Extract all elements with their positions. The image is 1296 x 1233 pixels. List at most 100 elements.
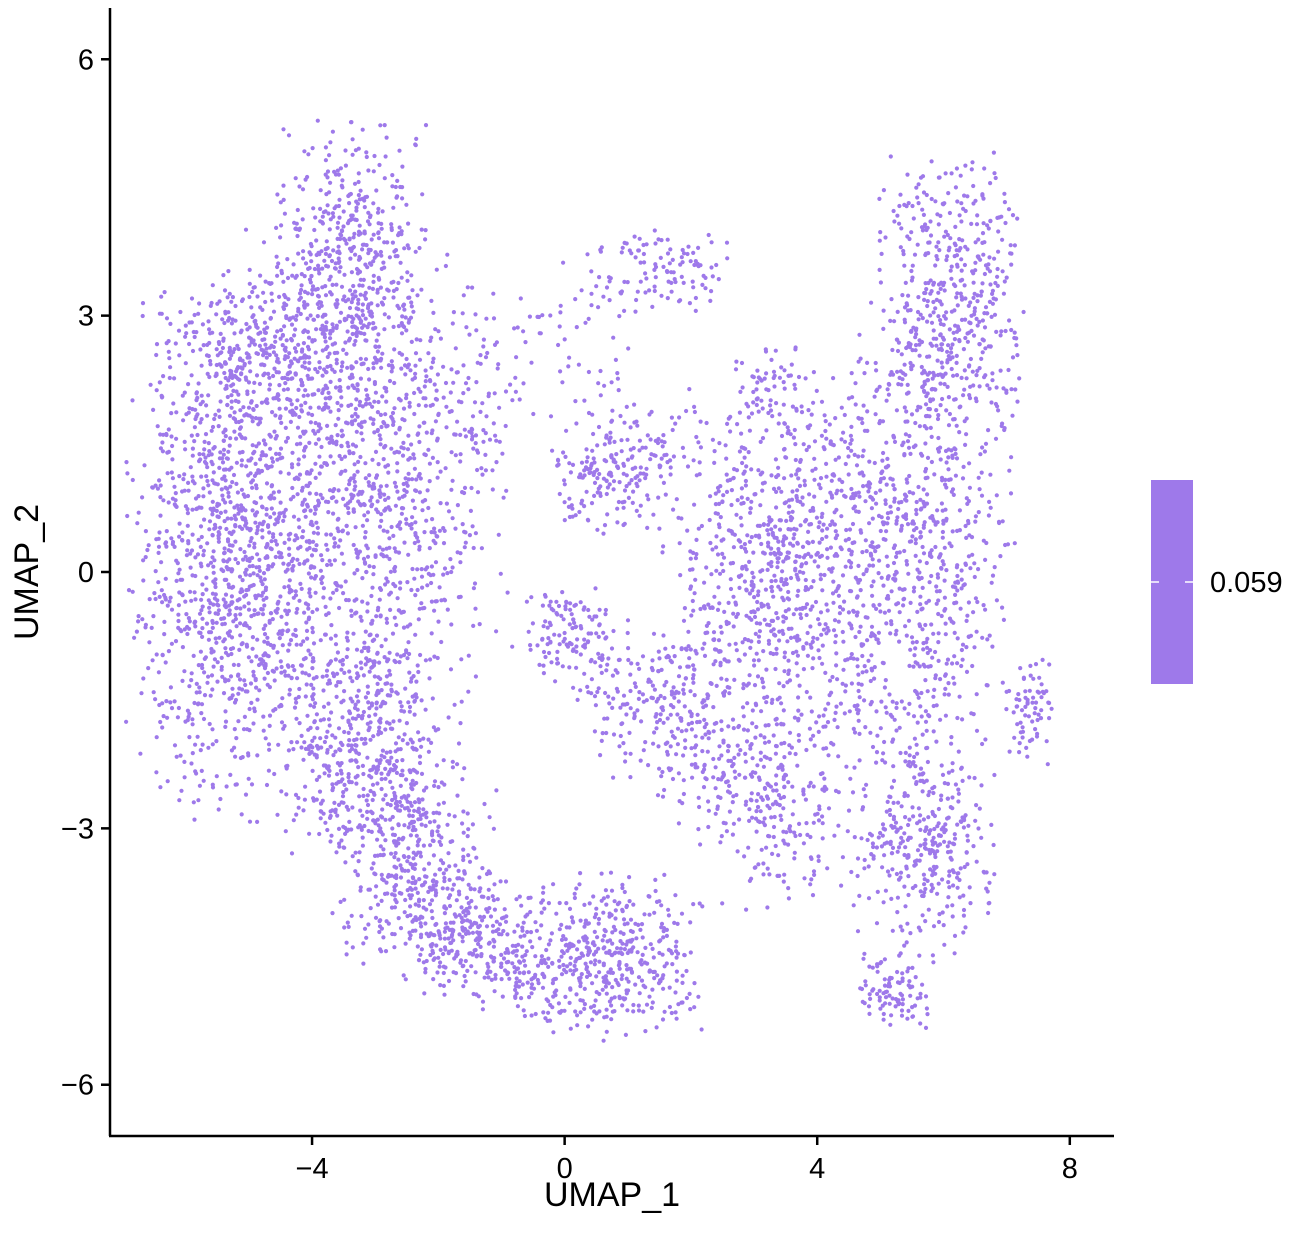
scatter-point (292, 333, 297, 338)
scatter-point (512, 970, 517, 975)
scatter-point (353, 702, 358, 707)
scatter-point (452, 814, 457, 819)
scatter-point (292, 668, 297, 673)
scatter-point (405, 278, 410, 283)
scatter-point (375, 287, 380, 292)
scatter-point (220, 674, 225, 679)
scatter-point (316, 263, 321, 268)
scatter-point (609, 888, 615, 893)
scatter-point (313, 367, 318, 372)
scatter-point (259, 657, 264, 662)
scatter-point (399, 366, 404, 371)
scatter-point (594, 906, 599, 911)
scatter-point (254, 324, 259, 329)
scatter-point (365, 690, 371, 696)
scatter-point (518, 934, 523, 939)
scatter-point (224, 526, 229, 532)
scatter-point (616, 963, 622, 968)
scatter-point (398, 783, 403, 789)
scatter-point (653, 888, 658, 894)
scatter-point (266, 523, 271, 528)
scatter-point (399, 704, 404, 709)
scatter-point (491, 421, 496, 426)
scatter-point (294, 716, 299, 721)
scatter-point (302, 797, 307, 802)
scatter-point (477, 875, 482, 880)
scatter-point (296, 805, 301, 810)
scatter-point (400, 323, 406, 328)
scatter-point (318, 568, 323, 573)
scatter-point (360, 127, 365, 132)
scatter-point (526, 629, 531, 634)
scatter-point (342, 729, 347, 735)
scatter-point (182, 439, 187, 444)
scatter-point (259, 362, 264, 367)
scatter-point (631, 1002, 636, 1008)
scatter-point (471, 545, 476, 551)
scatter-point (204, 403, 209, 408)
scatter-point (389, 359, 394, 364)
scatter-point (364, 387, 369, 392)
scatter-point (643, 945, 648, 951)
scatter-point (321, 595, 326, 600)
scatter-point (328, 336, 333, 341)
scatter-point (320, 221, 325, 226)
scatter-point (231, 662, 236, 668)
scatter-point (286, 748, 291, 753)
scatter-point (400, 453, 406, 458)
scatter-point (381, 935, 386, 940)
scatter-point (458, 459, 463, 464)
scatter-point (660, 952, 665, 957)
scatter-point (363, 461, 368, 466)
scatter-point (234, 369, 239, 374)
scatter-point (521, 971, 527, 976)
scatter-point (382, 445, 387, 450)
scatter-point (587, 901, 592, 906)
scatter-point (204, 575, 209, 580)
scatter-point (471, 623, 476, 629)
scatter-point (231, 472, 237, 478)
scatter-point (368, 788, 373, 794)
scatter-point (257, 343, 262, 348)
scatter-point (448, 920, 453, 925)
scatter-point (153, 569, 158, 574)
scatter-point (417, 547, 422, 552)
scatter-point (460, 522, 465, 527)
scatter-point (643, 476, 648, 481)
scatter-point (189, 320, 194, 325)
scatter-point (286, 297, 291, 302)
scatter-point (347, 336, 352, 341)
scatter-point (310, 146, 315, 151)
scatter-point (427, 820, 433, 825)
scatter-point (261, 571, 267, 576)
scatter-point (262, 663, 267, 668)
scatter-point (596, 424, 602, 430)
scatter-point (247, 294, 252, 300)
scatter-point (619, 976, 624, 982)
scatter-point (444, 501, 449, 506)
scatter-point (173, 491, 178, 496)
scatter-point (684, 995, 690, 1001)
scatter-point (283, 829, 288, 834)
scatter-point (190, 532, 195, 537)
scatter-point (250, 289, 255, 295)
scatter-point (330, 671, 336, 676)
scatter-point (353, 869, 358, 874)
scatter-point (299, 409, 305, 414)
scatter-point (217, 532, 222, 537)
scatter-point (463, 958, 468, 964)
scatter-point (574, 992, 579, 997)
scatter-point (561, 934, 566, 939)
scatter-point (600, 656, 605, 661)
scatter-point (237, 377, 242, 382)
scatter-point (379, 512, 384, 517)
scatter-point (293, 589, 298, 594)
scatter-point (259, 453, 264, 458)
scatter-point (205, 465, 210, 470)
scatter-point (462, 870, 467, 875)
scatter-point (158, 446, 163, 451)
scatter-point (527, 995, 532, 1000)
scatter-point (209, 452, 214, 457)
scatter-point (307, 471, 313, 476)
scatter-point (347, 201, 352, 206)
